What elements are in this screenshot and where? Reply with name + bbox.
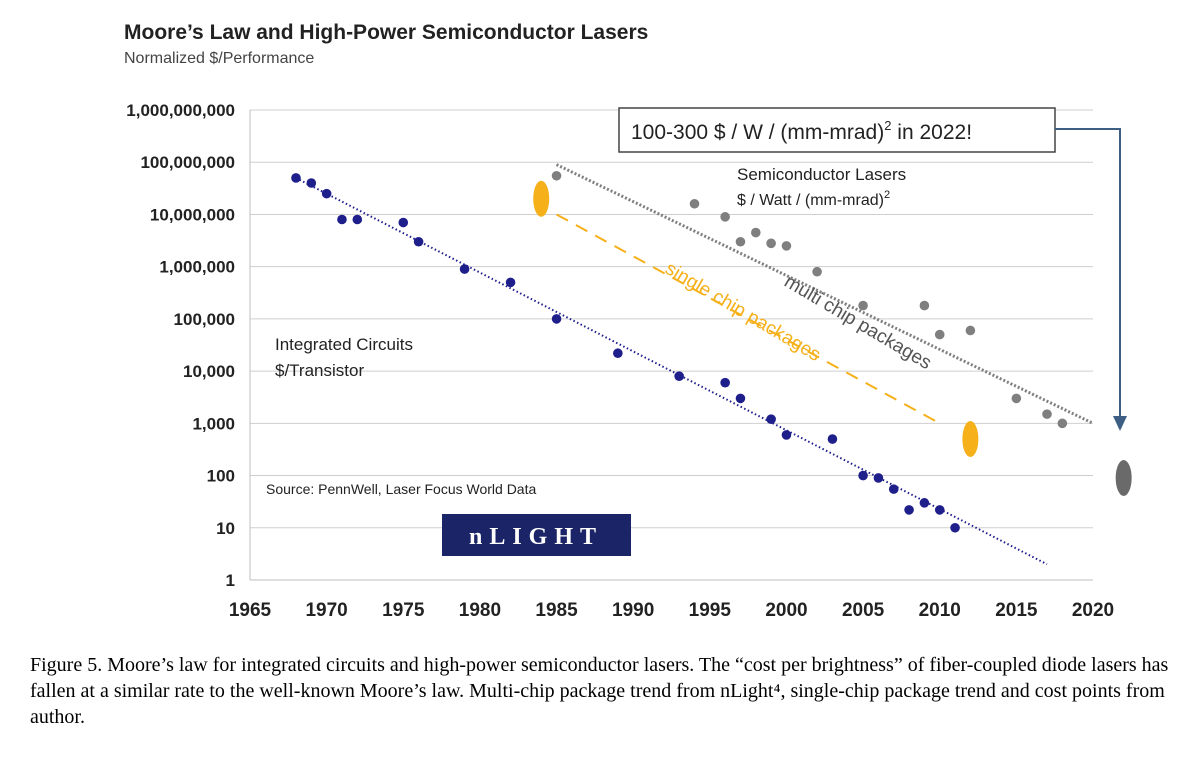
- multi-chip-trend-line: [555, 163, 1094, 425]
- multi-chip-point: [1011, 393, 1022, 404]
- multi-chip-point: [766, 238, 776, 249]
- x-tick-label: 1965: [229, 600, 272, 621]
- y-tick-label: 1,000: [192, 414, 235, 433]
- annotation-text-main: 100-300 $ / W / (mm-mrad): [631, 121, 884, 144]
- integrated-circuits-point: [735, 393, 746, 404]
- y-tick-label: 10,000,000: [150, 205, 235, 224]
- integrated-circuits-point: [551, 314, 562, 324]
- multi-chip-point: [858, 300, 868, 311]
- single-chip-trend-line: [556, 213, 941, 425]
- integrated-circuits-point: [827, 434, 838, 444]
- y-tick-label: 10,000: [183, 362, 235, 381]
- integrated-circuits-point: [505, 277, 516, 288]
- multi-chip-point: [751, 227, 761, 238]
- multi-chip-point: [720, 212, 730, 222]
- annotation-box: [618, 107, 1056, 153]
- integrated-circuits-point: [337, 214, 347, 225]
- x-tick-label: 2005: [842, 600, 885, 621]
- integrated-circuits-point: [413, 236, 424, 247]
- integrated-circuits-label-line2: $/Transistor: [275, 361, 364, 380]
- integrated-circuits-label-line1: Integrated Circuits: [275, 335, 413, 354]
- integrated-circuits-label: Integrated Circuits $/Transistor: [275, 335, 413, 380]
- multi-chip-point: [551, 170, 562, 181]
- figure-caption: Figure 5. Moore’s law for integrated cir…: [30, 654, 1169, 728]
- integrated-circuits-point: [873, 473, 884, 483]
- single-chip-trend-label: single chip packages: [661, 258, 824, 366]
- multi-chip-point: [735, 236, 746, 247]
- x-tick-label: 1985: [535, 600, 578, 621]
- x-tick-label: 2020: [1072, 600, 1114, 621]
- x-tick-label: 1980: [459, 600, 501, 621]
- integrated-circuits-point: [904, 505, 914, 515]
- integrated-circuits-point: [919, 498, 930, 508]
- source-note: Source: PennWell, Laser Focus World Data: [266, 481, 536, 497]
- integrated-circuits-point: [291, 173, 301, 183]
- y-tick-label: 100: [207, 467, 235, 486]
- data-points: [291, 170, 1132, 533]
- integrated-circuits-point: [934, 505, 945, 515]
- semiconductor-lasers-label-line2: $ / Watt / (mm-mrad)2: [737, 189, 890, 209]
- multi-chip-point: [965, 325, 976, 336]
- axes: 1 10 100 1,000 10,000 100,000 1,000,000 10,000,…: [126, 101, 1114, 621]
- integrated-circuits-point: [352, 214, 363, 225]
- integrated-circuits-point: [306, 178, 317, 188]
- gridlines: [250, 109, 1093, 529]
- integrated-circuits-point: [720, 377, 730, 388]
- integrated-circuits-point: [398, 217, 409, 228]
- annotation-arrow-line: [1055, 128, 1121, 418]
- single-chip-point: [962, 421, 979, 458]
- integrated-circuits-point: [950, 522, 960, 533]
- semiconductor-lasers-label-units: $ / Watt / (mm-mrad): [737, 192, 884, 209]
- trend-lines: [295, 163, 1094, 566]
- x-tick-label: 1970: [305, 600, 347, 621]
- integrated-circuits-point: [888, 484, 899, 494]
- annotation-text: 100-300 $ / W / (mm-mrad)2 in 2022!: [631, 118, 972, 144]
- integrated-circuits-point: [321, 188, 332, 199]
- semiconductor-lasers-label-line1: Semiconductor Lasers: [737, 165, 906, 184]
- multi-chip-point: [1057, 418, 1068, 429]
- nlight-logo-background: [442, 514, 631, 556]
- chart-title: Moore’s Law and High-Power Semiconductor…: [124, 21, 648, 44]
- integrated-circuits-point: [858, 470, 868, 481]
- multi-chip-point: [919, 300, 930, 311]
- y-tick-label: 1,000,000: [159, 258, 235, 277]
- multi-chip-point: [812, 266, 822, 277]
- y-tick-label: 1: [226, 571, 235, 590]
- multi-chip-point: [689, 198, 700, 209]
- y-tick-label: 100,000,000: [140, 153, 235, 172]
- multi-chip-endpoint: [1115, 459, 1132, 496]
- x-tick-label: 1975: [382, 600, 425, 621]
- annotation-suffix: in 2022!: [891, 121, 972, 144]
- nlight-logo-text: nLIGHT: [469, 524, 603, 550]
- multi-chip-point: [934, 329, 945, 340]
- integrated-circuits-point: [674, 371, 684, 381]
- annotation: 100-300 $ / W / (mm-mrad)2 in 2022!: [618, 107, 1127, 431]
- semiconductor-lasers-label-superscript: 2: [884, 189, 890, 201]
- nlight-logo: nLIGHT: [442, 514, 631, 556]
- integrated-circuits-point: [613, 348, 623, 359]
- integrated-circuits-point: [781, 430, 792, 440]
- annotation-arrowhead: [1113, 416, 1127, 431]
- x-tick-label: 1995: [689, 600, 732, 621]
- y-tick-label: 10: [216, 519, 235, 538]
- semiconductor-lasers-label: Semiconductor Lasers $ / Watt / (mm-mrad…: [737, 165, 906, 209]
- x-tick-label: 1990: [612, 600, 654, 621]
- chart-subtitle: Normalized $/Performance: [124, 50, 314, 67]
- x-tick-label: 2010: [919, 600, 961, 621]
- integrated-circuits-point: [459, 264, 470, 274]
- x-tick-label: 2000: [765, 600, 807, 621]
- y-tick-label: 100,000: [174, 310, 235, 329]
- single-chip-point: [533, 180, 550, 217]
- multi-chip-point: [1042, 409, 1052, 419]
- multi-chip-point: [781, 241, 792, 251]
- annotation-superscript: 2: [884, 118, 891, 133]
- y-tick-label: 1,000,000,000: [126, 101, 235, 120]
- x-tick-label: 2015: [995, 600, 1038, 621]
- integrated-circuits-point: [766, 414, 776, 424]
